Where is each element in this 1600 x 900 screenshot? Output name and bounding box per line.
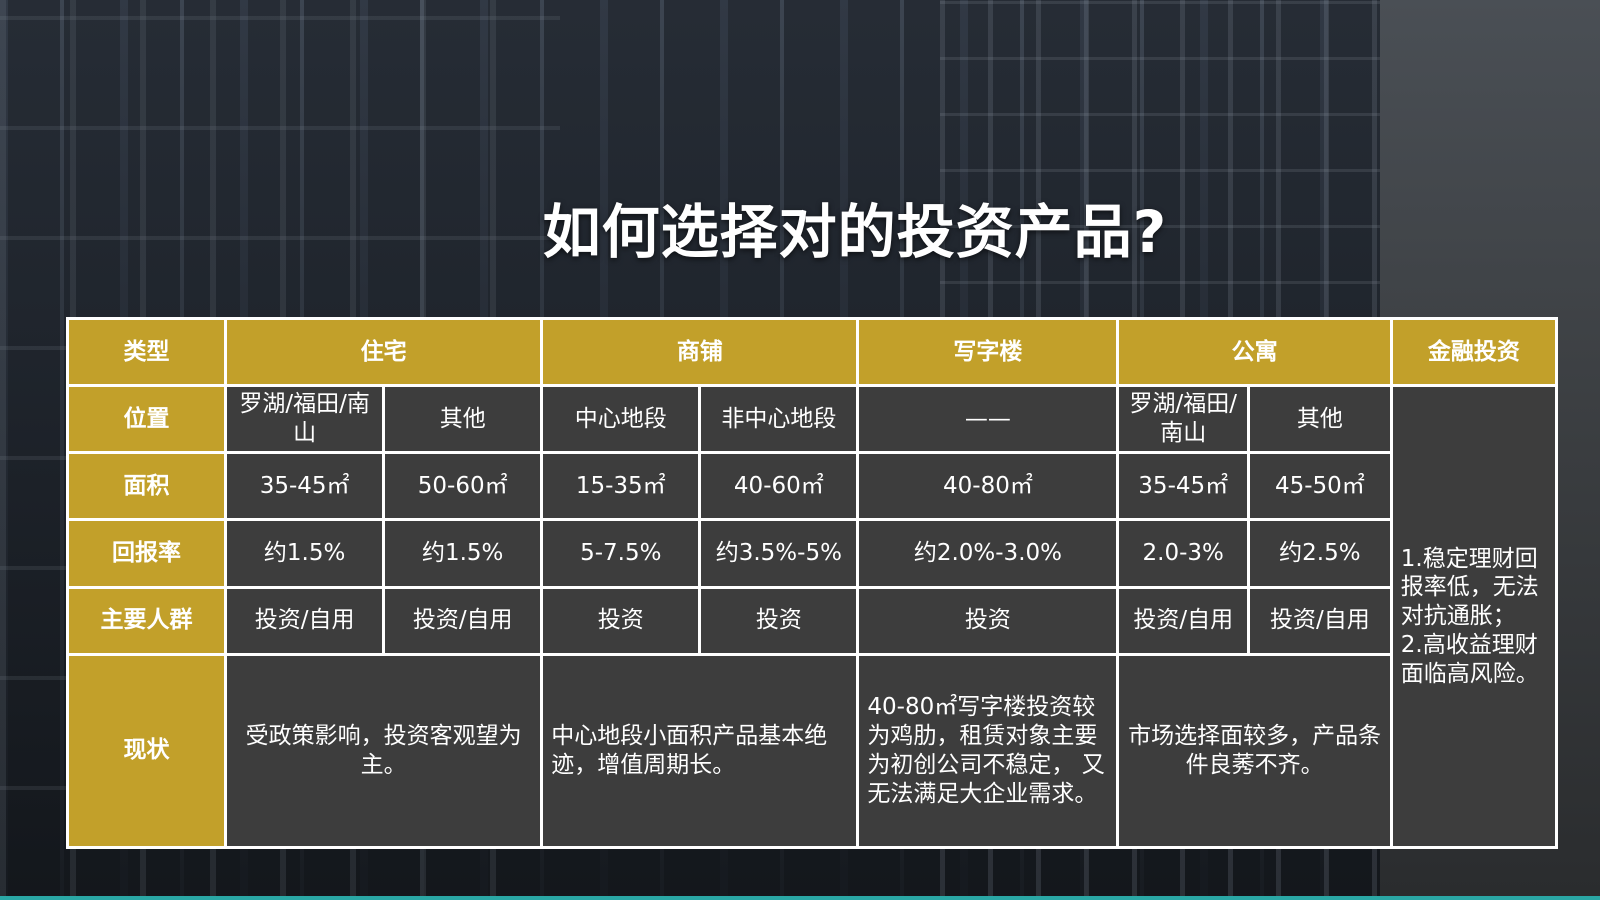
header-type: 类型: [65, 316, 228, 388]
cell-main-group: 投资: [856, 585, 1120, 656]
cell-location: 罗湖/福田/南山: [1116, 384, 1250, 455]
row-label-return-rate: 回报率: [65, 518, 228, 589]
cell-location: 其他: [1246, 384, 1393, 455]
cell-area: 45-50㎡: [1246, 451, 1393, 522]
row-area: 面积 35-45㎡ 50-60㎡ 15-35㎡ 40-60㎡ 40-80㎡ 35…: [65, 451, 1557, 522]
cell-area: 40-80㎡: [856, 451, 1120, 522]
header-shop: 商铺: [540, 316, 860, 388]
cell-return-rate: 约1.5%: [382, 518, 544, 589]
cell-return-rate: 约2.0%-3.0%: [856, 518, 1120, 589]
cell-main-group: 投资: [540, 585, 702, 656]
cell-return-rate: 约3.5%-5%: [698, 518, 860, 589]
cell-location: ——: [856, 384, 1120, 455]
row-main-group: 主要人群 投资/自用 投资/自用 投资 投资 投资 投资/自用 投资/自用: [65, 585, 1557, 656]
header-finance: 金融投资: [1389, 316, 1559, 388]
cell-main-group: 投资/自用: [1116, 585, 1250, 656]
row-label-area: 面积: [65, 451, 228, 522]
cell-main-group: 投资/自用: [382, 585, 544, 656]
row-label-main-group: 主要人群: [65, 585, 228, 656]
row-label-status: 现状: [65, 652, 228, 850]
header-residential: 住宅: [224, 316, 544, 388]
header-office: 写字楼: [856, 316, 1120, 388]
finance-note: 1.稳定理财回报率低，无法对抗通胀； 2.高收益理财面临高风险。: [1389, 384, 1559, 849]
cell-area: 40-60㎡: [698, 451, 860, 522]
cell-area: 35-45㎡: [224, 451, 386, 522]
row-location: 位置 罗湖/福田/南山 其他 中心地段 非中心地段 —— 罗湖/福田/南山 其他…: [65, 384, 1559, 849]
cell-return-rate: 约2.5%: [1246, 518, 1393, 589]
page-title: 如何选择对的投资产品?: [542, 198, 1168, 266]
cell-location: 非中心地段: [698, 384, 860, 455]
cell-return-rate: 2.0-3%: [1116, 518, 1250, 589]
cell-location: 其他: [382, 384, 544, 455]
row-status: 现状 受政策影响，投资客观望为主。 中心地段小面积产品基本绝迹，增值周期长。 4…: [65, 652, 1557, 850]
bottom-accent-line: [0, 896, 1600, 900]
status-office: 40-80㎡写字楼投资较为鸡肋，租赁对象主要为初创公司不稳定， 又无法满足大企业…: [856, 652, 1120, 850]
status-shop: 中心地段小面积产品基本绝迹，增值周期长。: [540, 652, 860, 850]
cell-return-rate: 约1.5%: [224, 518, 386, 589]
cell-location: 罗湖/福田/南山: [224, 384, 386, 455]
cell-area: 50-60㎡: [382, 451, 544, 522]
finance-note-text: 1.稳定理财回报率低，无法对抗通胀； 2.高收益理财面临高风险。: [1400, 545, 1539, 687]
cell-return-rate: 5-7.5%: [540, 518, 702, 589]
cell-main-group: 投资/自用: [224, 585, 386, 656]
row-return-rate: 回报率 约1.5% 约1.5% 5-7.5% 约3.5%-5% 约2.0%-3.…: [65, 518, 1557, 589]
status-apartment: 市场选择面较多，产品条件良莠不齐。: [1116, 652, 1393, 850]
status-residential: 受政策影响，投资客观望为主。: [224, 652, 544, 850]
cell-main-group: 投资/自用: [1246, 585, 1393, 656]
header-apartment: 公寓: [1116, 316, 1393, 388]
row-label-location: 位置: [65, 384, 228, 455]
investment-comparison-table: 类型 住宅 商铺 写字楼 公寓 金融投资 位置 罗湖/福田/南山 其他 中心地段…: [65, 316, 1559, 850]
cell-area: 15-35㎡: [540, 451, 702, 522]
cell-main-group: 投资: [698, 585, 860, 656]
header-row: 类型 住宅 商铺 写字楼 公寓 金融投资: [65, 316, 1559, 388]
cell-area: 35-45㎡: [1116, 451, 1250, 522]
cell-location: 中心地段: [540, 384, 702, 455]
